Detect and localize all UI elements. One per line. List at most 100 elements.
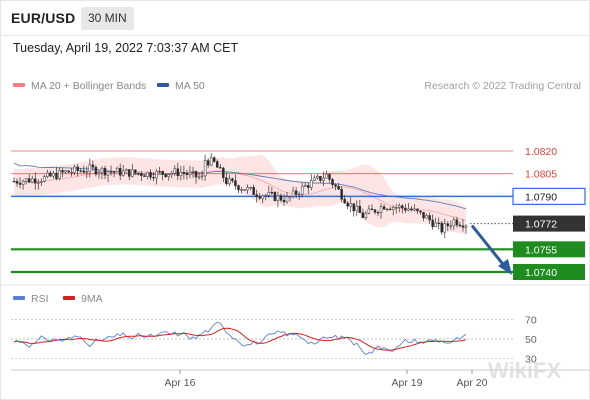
candle-down [279, 195, 283, 201]
candle-down [206, 160, 210, 166]
candle-up [355, 205, 359, 212]
watermark-logo: WikiFX [488, 358, 561, 383]
candle-down [243, 189, 246, 191]
candle-down [258, 196, 261, 199]
candle-up [349, 203, 352, 207]
candle-down [55, 172, 58, 179]
candle-up [200, 175, 204, 178]
candle-up [58, 170, 61, 179]
candle-down [237, 185, 240, 191]
candle-up [170, 172, 173, 175]
candle-up [285, 196, 289, 203]
legend-9ma: 9MA [63, 293, 103, 305]
candle-up [434, 222, 437, 228]
candle-up [391, 207, 395, 210]
candle-down [61, 170, 64, 173]
candle-up [37, 182, 40, 184]
candle-down [212, 157, 216, 162]
candle-down [161, 171, 164, 175]
candle-down [446, 223, 450, 227]
candle-down [352, 203, 356, 212]
candle-down [118, 168, 122, 176]
pivot-label-box [512, 187, 586, 205]
candle-down [337, 185, 340, 190]
candle-down [370, 208, 374, 211]
legend-label-ma20: MA 20 + Bollinger Bands [31, 80, 147, 92]
candle-up [413, 208, 416, 211]
candle-up [106, 171, 110, 176]
candle-down [149, 172, 152, 178]
candle-down [461, 225, 465, 228]
candle-up [179, 171, 183, 177]
candle-up [188, 171, 192, 175]
candle-up [364, 213, 368, 219]
candle-up [464, 225, 468, 228]
candle-down [49, 172, 52, 177]
candle-down [103, 167, 107, 176]
candle-up [40, 181, 43, 183]
candle-up [52, 172, 55, 177]
candle-down [82, 170, 86, 173]
x-tick-label-Apr-20: Apr 20 [457, 377, 488, 389]
chart-header: EUR/USD 30 MIN [0, 0, 590, 36]
candle-up [24, 178, 28, 182]
candle-up [73, 166, 76, 173]
candle-up [385, 208, 389, 211]
candle-down [76, 166, 79, 171]
legend-rsi: RSI [13, 293, 49, 305]
candle-down [455, 219, 459, 226]
candle-down [328, 173, 331, 180]
candle-down [431, 219, 434, 228]
timeframe-badge[interactable]: 30 MIN [81, 7, 134, 30]
candle-down [164, 174, 167, 177]
candle-up [64, 170, 67, 173]
legend-ma20-bollinger: MA 20 + Bollinger Bands [13, 80, 146, 92]
candle-up [276, 195, 280, 201]
legend-swatch-ma50 [157, 83, 169, 88]
candle-down [404, 207, 407, 211]
candle-up [115, 168, 119, 173]
candle-down [94, 166, 98, 175]
candle-up [443, 223, 447, 233]
rsi-tick-30: 30 [525, 353, 537, 365]
candle-up [249, 187, 252, 189]
candle-up [316, 175, 319, 179]
candle-down [252, 187, 255, 195]
candle-down [419, 210, 422, 213]
candle-up [70, 171, 73, 174]
support-label-1.0755: 1.0755 [525, 244, 557, 256]
candle-down [382, 206, 386, 210]
candle-down [376, 212, 380, 214]
candle-up [303, 185, 307, 187]
resistance-label-1.0820: 1.0820 [525, 146, 557, 158]
candle-up [191, 170, 195, 173]
legend-swatch-ma20 [13, 83, 25, 88]
candle-down [270, 192, 274, 194]
candle-down [401, 205, 404, 209]
bollinger-band-area [14, 155, 466, 235]
candle-down [33, 178, 37, 184]
candle-down [12, 181, 16, 183]
candle-up [313, 177, 316, 181]
legend-swatch-rsi [13, 296, 25, 301]
candle-up [88, 164, 92, 172]
last-price-box [513, 215, 585, 232]
candle-up [297, 193, 301, 196]
candle-down [176, 168, 180, 177]
candle-down [458, 224, 462, 227]
support-label-box-1.0755 [513, 241, 585, 258]
candle-up [121, 170, 125, 176]
candle-up [300, 186, 304, 195]
candle-down [319, 175, 322, 181]
candle-up [131, 169, 134, 177]
candle-down [137, 172, 140, 175]
candle-up [322, 177, 325, 181]
candle-down [91, 164, 95, 168]
candle-up [261, 195, 265, 199]
candle-down [79, 170, 82, 172]
candle-up [155, 170, 158, 179]
candle-up [46, 172, 49, 177]
candle-down [340, 189, 343, 200]
support-label-1.0740: 1.0740 [525, 267, 557, 279]
